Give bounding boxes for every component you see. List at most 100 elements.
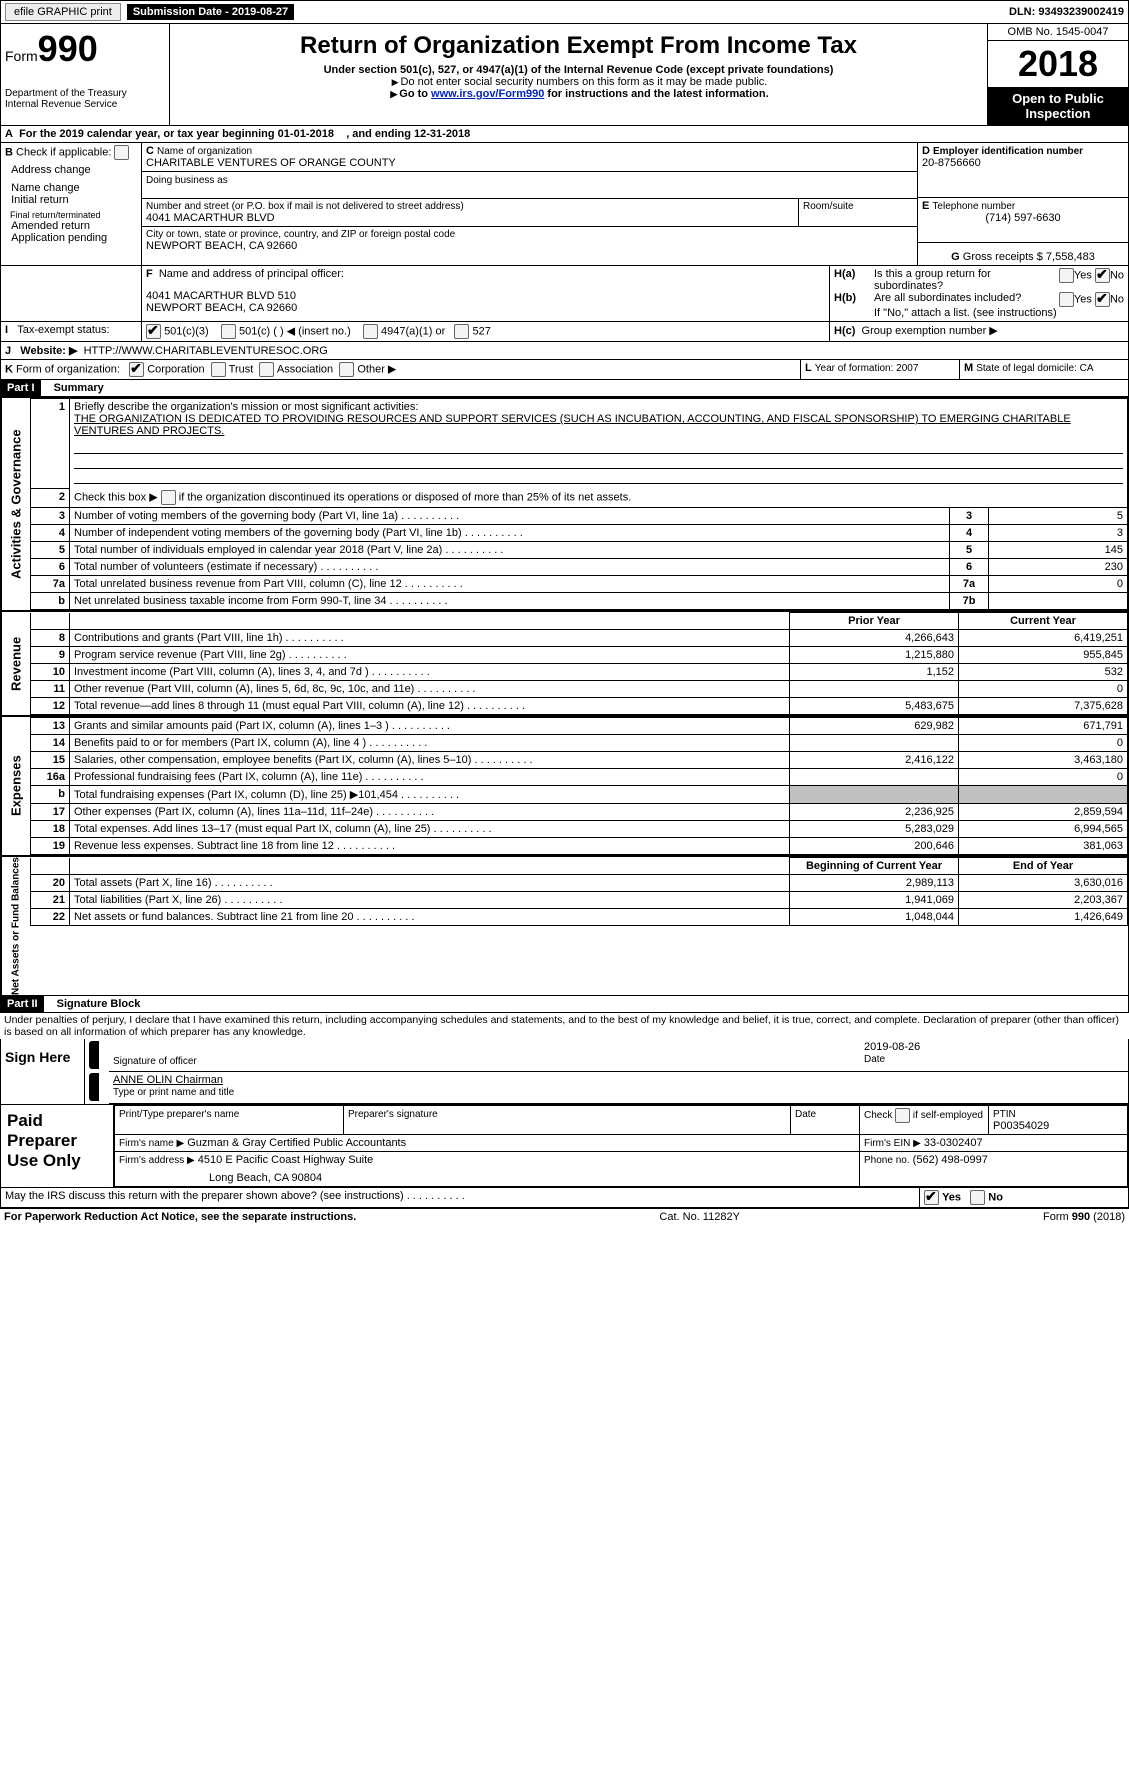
ein-value: 20-8756660 xyxy=(922,157,1124,169)
q2-checkbox[interactable] xyxy=(161,490,176,505)
line8-prior: 4,266,643 xyxy=(790,630,959,647)
line20-current: 3,630,016 xyxy=(959,875,1128,892)
year-formation: Year of formation: 2007 xyxy=(815,363,919,374)
irs-label: Internal Revenue Service xyxy=(5,99,165,110)
501c-checkbox[interactable] xyxy=(221,324,236,339)
sig-officer-label: Signature of officer xyxy=(113,1056,197,1067)
line19-prior: 200,646 xyxy=(790,838,959,855)
sig-arrow-icon xyxy=(89,1041,99,1069)
paid-preparer-label: Paid Preparer Use Only xyxy=(1,1105,114,1187)
checkbox-dummy[interactable] xyxy=(114,145,129,160)
line22-prior: 1,048,044 xyxy=(790,909,959,926)
corp-checkbox[interactable] xyxy=(129,362,144,377)
form-subtitle: Under section 501(c), 527, or 4947(a)(1)… xyxy=(174,64,983,76)
website-label: Website: ▶ xyxy=(20,345,77,357)
line10-prior: 1,152 xyxy=(790,664,959,681)
trust-checkbox[interactable] xyxy=(211,362,226,377)
line9-prior: 1,215,880 xyxy=(790,647,959,664)
city-value: NEWPORT BEACH, CA 92660 xyxy=(146,240,913,252)
hb-note: If "No," attach a list. (see instruction… xyxy=(834,307,1124,319)
lineb-text: Total fundraising expenses (Part IX, col… xyxy=(74,789,459,801)
line4-val: 3 xyxy=(989,525,1128,542)
other-checkbox[interactable] xyxy=(339,362,354,377)
tax-year: 2018 xyxy=(988,41,1128,87)
state-domicile: State of legal domicile: CA xyxy=(976,363,1093,374)
begin-year-header: Beginning of Current Year xyxy=(790,858,959,875)
hb-yes-checkbox[interactable] xyxy=(1059,292,1074,307)
initial-return-label: Initial return xyxy=(11,194,68,206)
city-label: City or town, state or province, country… xyxy=(146,229,913,240)
open-to-public: Open to Public Inspection xyxy=(988,87,1128,125)
goto-note: Go to www.irs.gov/Form990 for instructio… xyxy=(174,88,983,100)
line16a-prior xyxy=(790,769,959,786)
amended-label: Amended return xyxy=(11,220,90,232)
ha-no-checkbox[interactable] xyxy=(1095,268,1110,283)
footer-mid: Cat. No. 11282Y xyxy=(659,1211,740,1223)
form-number: Form990 xyxy=(5,28,165,70)
line12-text: Total revenue—add lines 8 through 11 (mu… xyxy=(74,700,525,712)
4947-checkbox[interactable] xyxy=(363,324,378,339)
tax-exempt-label: Tax-exempt status: xyxy=(17,324,109,336)
line20-prior: 2,989,113 xyxy=(790,875,959,892)
sig-name: ANNE OLIN Chairman xyxy=(113,1074,1124,1086)
street-label: Number and street (or P.O. box if mail i… xyxy=(146,201,794,212)
ptin-value: P00354029 xyxy=(993,1120,1049,1132)
line11-text: Other revenue (Part VIII, column (A), li… xyxy=(74,683,475,695)
line21-current: 2,203,367 xyxy=(959,892,1128,909)
line12-current: 7,375,628 xyxy=(959,698,1128,715)
self-emp-checkbox[interactable] xyxy=(895,1108,910,1123)
line16a-current: 0 xyxy=(959,769,1128,786)
line3-text: Number of voting members of the governin… xyxy=(74,510,459,522)
line21-text: Total liabilities (Part X, line 26) xyxy=(74,894,282,906)
firm-addr2: Long Beach, CA 90804 xyxy=(119,1166,855,1184)
sig-block-label: Signature Block xyxy=(47,998,141,1010)
line14-text: Benefits paid to or for members (Part IX… xyxy=(74,737,427,749)
firm-ein: 33-0302407 xyxy=(924,1137,983,1149)
firm-name: Guzman & Gray Certified Public Accountan… xyxy=(187,1137,406,1149)
line15-current: 3,463,180 xyxy=(959,752,1128,769)
activities-governance-label: Activities & Governance xyxy=(1,398,30,610)
line7b-text: Net unrelated business taxable income fr… xyxy=(74,595,448,607)
line18-prior: 5,283,029 xyxy=(790,821,959,838)
officer-label: Name and address of principal officer: xyxy=(159,268,344,280)
addr-change-label: Address change xyxy=(11,164,91,176)
line5-text: Total number of individuals employed in … xyxy=(74,544,503,556)
summary-label: Summary xyxy=(44,382,104,394)
form990-link[interactable]: www.irs.gov/Form990 xyxy=(431,88,544,100)
line22-current: 1,426,649 xyxy=(959,909,1128,926)
revenue-label: Revenue xyxy=(1,612,30,715)
line5-val: 145 xyxy=(989,542,1128,559)
website-value: HTTP://WWW.CHARITABLEVENTURESOC.ORG xyxy=(84,345,328,357)
org-name: CHARITABLE VENTURES OF ORANGE COUNTY xyxy=(146,157,913,169)
efile-print-button[interactable]: efile GRAPHIC print xyxy=(5,3,121,21)
subordinates-label: Are all subordinates included? xyxy=(874,292,1059,307)
group-exemption-label: Group exemption number ▶ xyxy=(862,325,998,337)
501c3-checkbox[interactable] xyxy=(146,324,161,339)
part1-label: Part I xyxy=(1,380,41,396)
q2-text: if the organization discontinued its ope… xyxy=(179,491,632,503)
dba-label: Doing business as xyxy=(146,175,228,186)
q1-label: Briefly describe the organization's miss… xyxy=(74,401,418,413)
line19-text: Revenue less expenses. Subtract line 18 … xyxy=(74,840,395,852)
prep-sig-label: Preparer's signature xyxy=(348,1109,438,1120)
hb-no-checkbox[interactable] xyxy=(1095,292,1110,307)
footer-left: For Paperwork Reduction Act Notice, see … xyxy=(4,1211,356,1223)
ha-yes-checkbox[interactable] xyxy=(1059,268,1074,283)
phone-label: Telephone number xyxy=(932,201,1015,212)
discuss-no-checkbox[interactable] xyxy=(970,1190,985,1205)
527-checkbox[interactable] xyxy=(454,324,469,339)
line14-prior xyxy=(790,735,959,752)
net-assets-label: Net Assets or Fund Balances xyxy=(1,857,30,995)
ptin-label: PTIN xyxy=(993,1109,1016,1120)
assoc-checkbox[interactable] xyxy=(259,362,274,377)
prep-name-label: Print/Type preparer's name xyxy=(119,1109,239,1120)
line6-text: Total number of volunteers (estimate if … xyxy=(74,561,378,573)
line12-prior: 5,483,675 xyxy=(790,698,959,715)
discuss-label: May the IRS discuss this return with the… xyxy=(5,1190,465,1202)
discuss-yes-checkbox[interactable] xyxy=(924,1190,939,1205)
line19-current: 381,063 xyxy=(959,838,1128,855)
perjury-text: Under penalties of perjury, I declare th… xyxy=(0,1013,1129,1039)
line17-text: Other expenses (Part IX, column (A), lin… xyxy=(74,806,434,818)
line13-text: Grants and similar amounts paid (Part IX… xyxy=(74,720,450,732)
line17-prior: 2,236,925 xyxy=(790,804,959,821)
